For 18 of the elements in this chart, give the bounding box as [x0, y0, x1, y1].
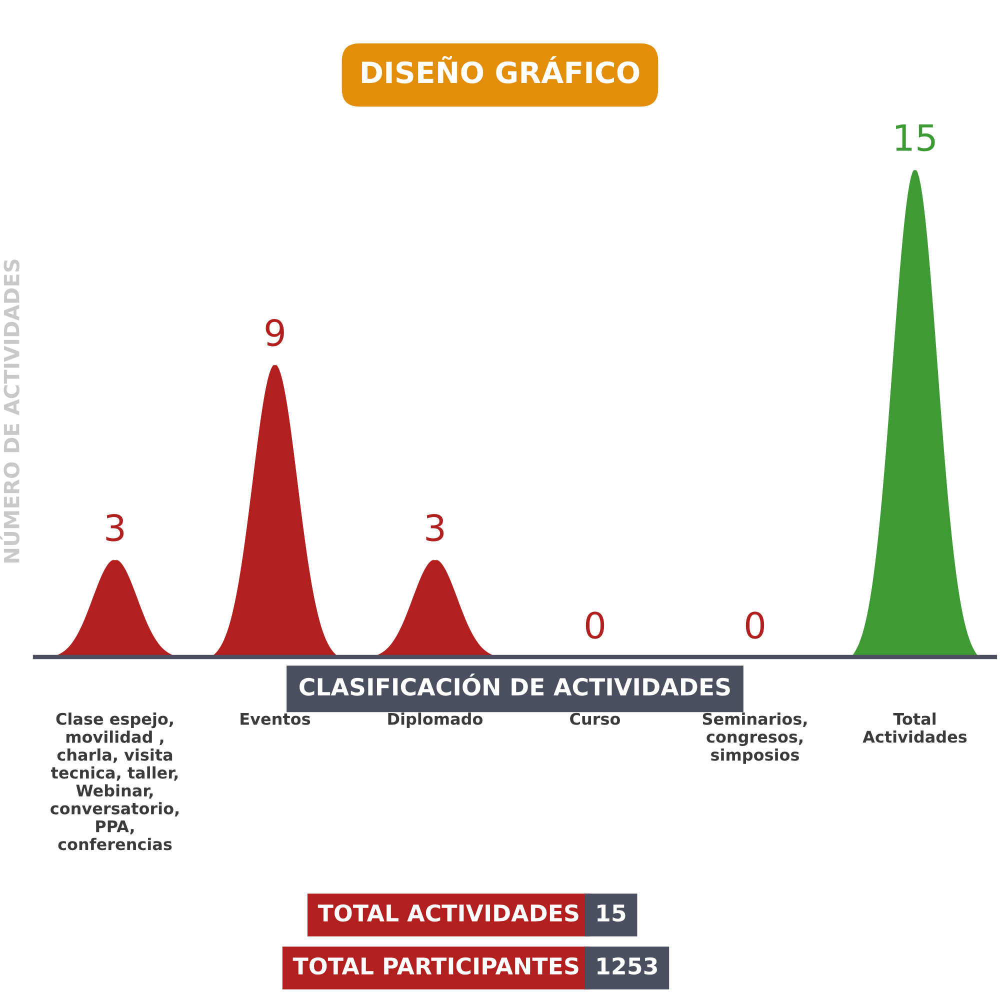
x-tick-label: Clase espejo, movilidad , charla, visita tecnica, taller, Webinar, conversatorio, PPA, conferencias	[50, 712, 178, 850]
x-tick-label: Diplomado	[388, 712, 483, 728]
chart-title: DISEÑO GRÁFICO	[362, 56, 640, 84]
data-label: 0	[586, 612, 604, 639]
data-label: 0	[746, 612, 764, 639]
text: TOTAL PARTICIPANTES	[292, 957, 578, 975]
data-label: 9	[266, 319, 284, 346]
x-tick-label: Total Actividades	[862, 712, 967, 743]
x-tick-label: Seminarios, congresos, simposios	[702, 712, 807, 764]
text: 15	[598, 904, 626, 922]
x-tick-label: Curso	[570, 712, 620, 725]
data-label: 3	[106, 514, 124, 542]
data-label: 3	[426, 514, 444, 542]
x-axis-title: CLASIFICACIÓN DE ACTIVIDADES	[300, 674, 730, 696]
data-label: 15	[896, 124, 935, 152]
x-tick-label: Eventos	[240, 713, 310, 725]
text: TOTAL ACTIVIDADES	[318, 904, 578, 922]
text: 1253	[598, 957, 657, 975]
